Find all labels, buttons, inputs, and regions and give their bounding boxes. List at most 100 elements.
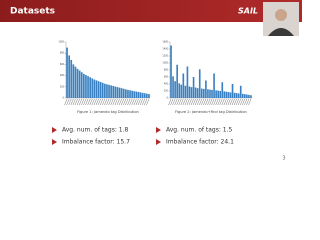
bar	[116, 87, 119, 98]
x-tick-label-smudge	[108, 98, 112, 106]
x-tick-label-smudge	[79, 98, 82, 106]
x-tick-label-smudge	[242, 98, 246, 106]
y-tick-label: 0	[167, 97, 169, 100]
x-tick-label-smudge	[76, 98, 80, 106]
bar	[141, 92, 144, 98]
bar	[209, 89, 211, 98]
bar	[223, 91, 226, 98]
bar	[131, 90, 133, 98]
bullet-marker	[156, 127, 161, 133]
x-tick-label-smudge	[240, 98, 244, 106]
bar	[180, 84, 183, 98]
bar	[205, 80, 207, 98]
x-tick-label-smudge	[182, 98, 186, 106]
y-tick-label: 200	[164, 90, 169, 93]
x-tick-label-smudge	[95, 98, 99, 106]
bar	[215, 90, 217, 98]
x-tick-label-smudge	[91, 98, 95, 106]
x-tick-label-smudge	[248, 98, 252, 106]
slide-background	[0, 0, 302, 170]
bar	[148, 94, 150, 98]
bar	[95, 80, 98, 98]
y-tick-label: 400	[60, 74, 65, 77]
x-tick-label-smudge	[112, 98, 116, 106]
bar	[143, 93, 146, 98]
y-tick-label: 200	[60, 85, 65, 88]
bar	[219, 91, 222, 98]
x-tick-label-smudge	[135, 98, 139, 106]
bar	[133, 91, 136, 98]
bar	[87, 76, 89, 98]
bar	[99, 82, 102, 98]
x-tick-label-smudge	[231, 98, 235, 106]
logo: SAIL	[238, 7, 258, 16]
x-tick-label-smudge	[168, 98, 172, 106]
x-tick-label-smudge	[89, 98, 93, 106]
page-number: 3	[282, 156, 285, 162]
x-tick-label-smudge	[225, 98, 229, 106]
chart: 0 200 400 600 800 1000 Figure 1: Jamendo tag D…	[58, 41, 150, 114]
bar	[122, 88, 125, 98]
x-tick-label-smudge	[118, 98, 122, 106]
bar	[194, 87, 197, 98]
bar	[174, 81, 176, 98]
bar	[106, 84, 108, 98]
x-tick-label-smudge	[142, 98, 145, 106]
bar	[146, 93, 148, 98]
x-tick-label-smudge	[74, 98, 78, 106]
bar	[250, 95, 252, 98]
x-tick-label-smudge	[68, 98, 72, 106]
x-tick-label-smudge	[127, 98, 131, 106]
x-tick-label-smudge	[93, 98, 97, 106]
y-tick-label: 1200	[162, 55, 168, 58]
bullet-marker	[156, 139, 161, 145]
bar	[239, 85, 242, 98]
bullet-markers	[52, 127, 161, 145]
x-tick-label-smudge	[64, 98, 68, 106]
bar	[184, 85, 187, 98]
x-tick-label-smudge	[223, 98, 227, 106]
x-tick-label-smudge	[129, 98, 133, 106]
x-tick-label-smudge	[233, 98, 237, 106]
x-tick-label-smudge	[246, 98, 250, 106]
x-tick-label-smudge	[137, 98, 141, 106]
y-tick-label: 1400	[162, 48, 168, 51]
y-tick-label: 1000	[58, 41, 64, 44]
header-bar	[0, 0, 302, 22]
x-tick-label-smudge	[201, 98, 205, 106]
bar	[188, 86, 191, 98]
bar	[101, 82, 104, 98]
figure-caption: Figure 1: Jamendo tag Distribution	[77, 110, 139, 114]
bar	[235, 93, 238, 98]
x-tick-label-smudge	[72, 98, 76, 106]
x-tick-label-smudge	[170, 98, 174, 106]
bar	[110, 85, 112, 98]
bar	[80, 72, 83, 98]
bar	[198, 69, 201, 98]
x-tick-label-smudge	[97, 98, 101, 106]
bar	[137, 91, 140, 98]
speaker-body	[268, 28, 294, 36]
x-tick-label-smudge	[244, 98, 248, 106]
bar	[135, 91, 138, 98]
x-tick-label-smudge	[144, 98, 148, 106]
x-tick-label-smudge	[237, 98, 241, 106]
x-tick-label-smudge	[172, 98, 176, 106]
bar	[74, 66, 77, 98]
bar	[178, 83, 181, 98]
bar	[192, 77, 195, 98]
x-tick-label-smudge	[221, 98, 225, 106]
bullet-marker	[52, 139, 57, 145]
bar	[231, 84, 234, 98]
x-tick-label-smudge	[194, 98, 198, 106]
bar	[118, 87, 121, 98]
bar	[182, 73, 185, 98]
x-tick-label-smudge	[192, 98, 196, 106]
y-tick-label: 800	[60, 52, 65, 55]
speaker-video	[263, 2, 299, 36]
x-tick-label-smudge	[184, 98, 188, 106]
bar	[241, 93, 244, 98]
bar	[91, 78, 94, 98]
bar	[237, 93, 240, 98]
x-tick-label-smudge	[229, 98, 233, 106]
